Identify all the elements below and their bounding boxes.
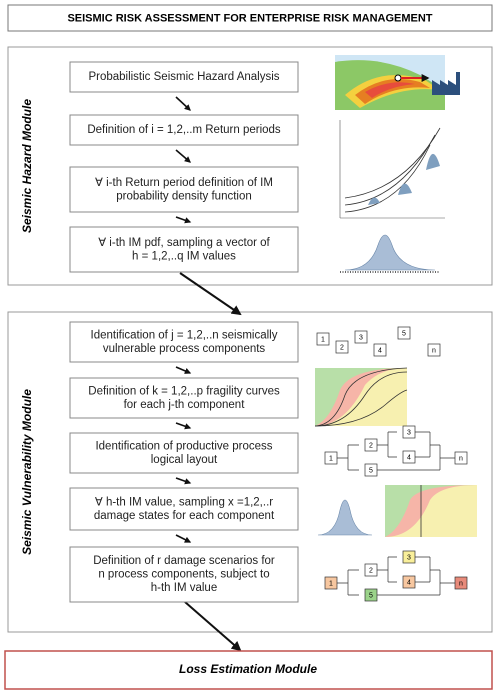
step-arrow	[175, 149, 191, 163]
step-box	[69, 546, 299, 603]
loss-module-box	[4, 650, 493, 690]
step-box	[69, 432, 299, 474]
step-text: damage states for each component	[94, 510, 275, 522]
step-box	[69, 377, 299, 419]
step-text: Definition of k = 1,2,..p fragility curv…	[88, 385, 280, 397]
distribution	[340, 234, 440, 273]
node-box	[324, 576, 338, 590]
node-box	[335, 340, 349, 354]
step-box	[69, 321, 299, 363]
step-arrow	[175, 422, 192, 430]
node-label: 3	[407, 429, 411, 436]
node-label: 5	[402, 330, 406, 337]
node-label: 3	[407, 554, 411, 561]
node-box	[316, 332, 330, 346]
step-arrow	[175, 366, 192, 374]
hazard-curves	[339, 120, 445, 219]
node-label: 1	[329, 580, 333, 587]
step-arrow	[175, 534, 192, 543]
step-text: vulnerable process components	[103, 343, 266, 355]
node-label: n	[459, 580, 463, 587]
node-box	[402, 575, 416, 589]
loss-module-label: Loss Estimation Module	[179, 662, 317, 676]
node-label: n	[432, 347, 436, 354]
node-box	[364, 563, 378, 577]
node-box	[364, 588, 378, 602]
step-text: Identification of j = 1,2,..n seismicall…	[91, 329, 278, 341]
node-label: 2	[340, 344, 344, 351]
step-text: ∀ h-th IM value, sampling x =1,2,..r	[95, 496, 273, 508]
node-label: 2	[369, 442, 373, 449]
module-label: Seismic Vulnerability Module	[20, 389, 34, 555]
step-text: n process components, subject to	[98, 569, 269, 581]
step-text: ∀ i-th IM pdf, sampling a vector of	[98, 237, 270, 249]
pdf-fragility	[317, 485, 477, 537]
arrow	[184, 601, 242, 652]
node-box	[402, 550, 416, 564]
step-text: logical layout	[151, 454, 218, 466]
title: SEISMIC RISK ASSESSMENT FOR ENTERPRISE R…	[67, 12, 432, 24]
node-label: 3	[359, 334, 363, 341]
step-text: Definition of r damage scenarios for	[93, 555, 275, 567]
step-arrow	[175, 216, 192, 224]
step-box	[69, 166, 299, 213]
node-label: 1	[321, 336, 325, 343]
node-label: 4	[407, 579, 411, 586]
layout-wires	[337, 431, 455, 596]
node-label: 1	[329, 455, 333, 462]
step-box	[69, 61, 299, 93]
node-box	[364, 463, 378, 477]
node-label: 4	[407, 454, 411, 461]
step-text: probability density function	[116, 190, 252, 202]
node-box	[397, 326, 411, 340]
step-box	[69, 226, 299, 273]
step-text: Probabilistic Seismic Hazard Analysis	[88, 71, 279, 83]
node-box	[364, 438, 378, 452]
node-label: 5	[369, 592, 373, 599]
arrow	[179, 272, 242, 316]
step-arrow	[175, 96, 191, 111]
node-label: 5	[369, 467, 373, 474]
hazard-map	[335, 55, 460, 110]
step-text: ∀ i-th Return period definition of IM	[95, 177, 273, 189]
node-label: n	[459, 455, 463, 462]
step-text: Identification of productive process	[95, 440, 272, 452]
node-box	[324, 451, 338, 465]
title-box	[7, 4, 493, 32]
node-box	[402, 450, 416, 464]
fragility-curves	[314, 367, 408, 427]
module-label: Seismic Hazard Module	[20, 99, 34, 233]
step-text: h-th IM value	[151, 582, 217, 594]
node-box	[354, 330, 368, 344]
step-arrow	[175, 477, 192, 485]
node-label: 2	[369, 567, 373, 574]
node-label: 4	[378, 347, 382, 354]
step-text: h = 1,2,..q IM values	[132, 250, 236, 262]
step-text: for each j-th component	[124, 399, 246, 411]
node-box	[454, 576, 468, 590]
node-box	[402, 425, 416, 439]
node-box	[373, 343, 387, 357]
node-box	[454, 451, 468, 465]
step-text: Definition of i = 1,2,..m Return periods	[87, 124, 281, 136]
step-box	[69, 114, 299, 146]
step-box	[69, 487, 299, 531]
node-box	[427, 343, 441, 357]
